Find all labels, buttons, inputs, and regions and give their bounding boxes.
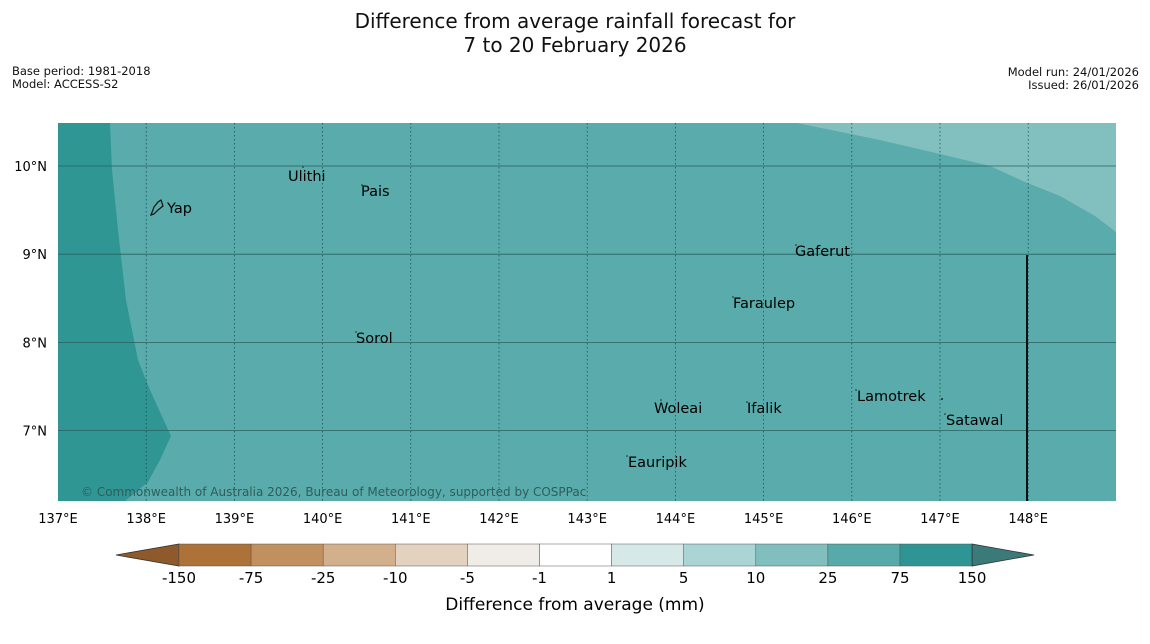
place-pais: Pais [361,184,390,200]
lon-tick-label: 144°E [656,512,696,527]
issued-text: Issued: 26/01/2026 [1028,78,1139,92]
colorbar-tick-label: -150 [162,569,196,587]
model-run-text: Model run: 24/01/2026 [1007,65,1139,79]
place-woleai: Woleai [654,401,702,417]
lon-tick-label: 143°E [567,512,607,527]
lat-tick-label: 9°N [23,248,48,263]
colorbar-segment [395,543,468,567]
place-sorol: Sorol [356,331,393,347]
island-dots [302,166,946,457]
colorbar-segment [250,543,324,567]
lat-tick-label: 8°N [23,336,48,351]
lon-tick-label: 145°E [744,512,784,527]
latitude-labels: 10°N 9°N 8°N 7°N [14,160,47,440]
colorbar-segment [539,543,612,567]
colorbar-tick-label: 150 [958,569,987,587]
gridlines [58,123,1116,501]
title-line-2: 7 to 20 February 2026 [463,33,687,57]
colorbar-tick-label: 75 [890,569,909,587]
place-lamotrek: Lamotrek [857,389,926,405]
longitude-labels: 137°E 138°E 139°E 140°E 141°E 142°E 143°E 144°E… [38,512,1048,527]
colorbar-segment [178,543,252,567]
colorbar-tick-label: 10 [746,569,765,587]
region-10-25 [797,123,1116,232]
colorbar-legend: -150 -75 -25 -10 -5 -1 1 5 10 25 75 150 [115,543,1035,587]
lon-tick-label: 147°E [920,512,960,527]
colorbar-label: Difference from average (mm) [445,595,704,615]
lon-tick-label: 142°E [479,512,519,527]
colorbar-tick-label: -25 [311,569,336,587]
lon-tick-label: 141°E [391,512,431,527]
place-ifalik: Ifalik [747,401,782,417]
chart-title: Difference from average rainfall forecas… [0,9,1150,57]
base-period-text: Base period: 1981-2018 [12,64,151,78]
colorbar-tick-label: -5 [460,569,475,587]
copyright-text: © Commonwealth of Australia 2026, Bureau… [81,485,586,499]
place-satawal: Satawal [946,413,1003,429]
place-gaferut: Gaferut [795,244,850,260]
colorbar-segment [467,543,540,567]
colorbar-segment [683,543,757,567]
title-line-1: Difference from average rainfall forecas… [354,9,796,33]
colorbar-tick-label: -10 [383,569,408,587]
colorbar-under-arrow [115,543,180,567]
lon-tick-label: 138°E [126,512,166,527]
place-ulithi: Ulithi [288,169,326,185]
base-info: Base period: 1981-2018 Model: ACCESS-S2 [12,65,151,91]
colorbar-tick-label: -75 [239,569,264,587]
lat-tick-label: 7°N [23,425,48,440]
colorbar-tick-label: 1 [607,569,617,587]
place-yap: Yap [166,201,192,217]
colorbar-over-arrow [971,543,1035,567]
colorbar-segment [322,543,396,567]
lat-tick-label: 10°N [14,160,47,175]
colorbar-tick-label: 5 [679,569,689,587]
colorbar-segment [827,543,901,567]
colorbar-tick-label: 25 [818,569,837,587]
lon-tick-label: 146°E [832,512,872,527]
lon-tick-label: 140°E [303,512,343,527]
colorbar-tick-label: -1 [532,569,547,587]
model-text: Model: ACCESS-S2 [12,77,119,91]
lon-tick-label: 137°E [38,512,78,527]
place-eauripik: Eauripik [628,455,687,471]
colorbar-segment [899,543,973,567]
colorbar-segment [611,543,684,567]
yap-island [149,199,164,216]
colorbar-segment [755,543,829,567]
region-over-75 [58,123,171,501]
lon-tick-label: 148°E [1008,512,1048,527]
run-info: Model run: 24/01/2026 Issued: 26/01/2026 [1008,66,1139,92]
place-faraulep: Faraulep [733,296,795,312]
lon-tick-label: 139°E [215,512,255,527]
